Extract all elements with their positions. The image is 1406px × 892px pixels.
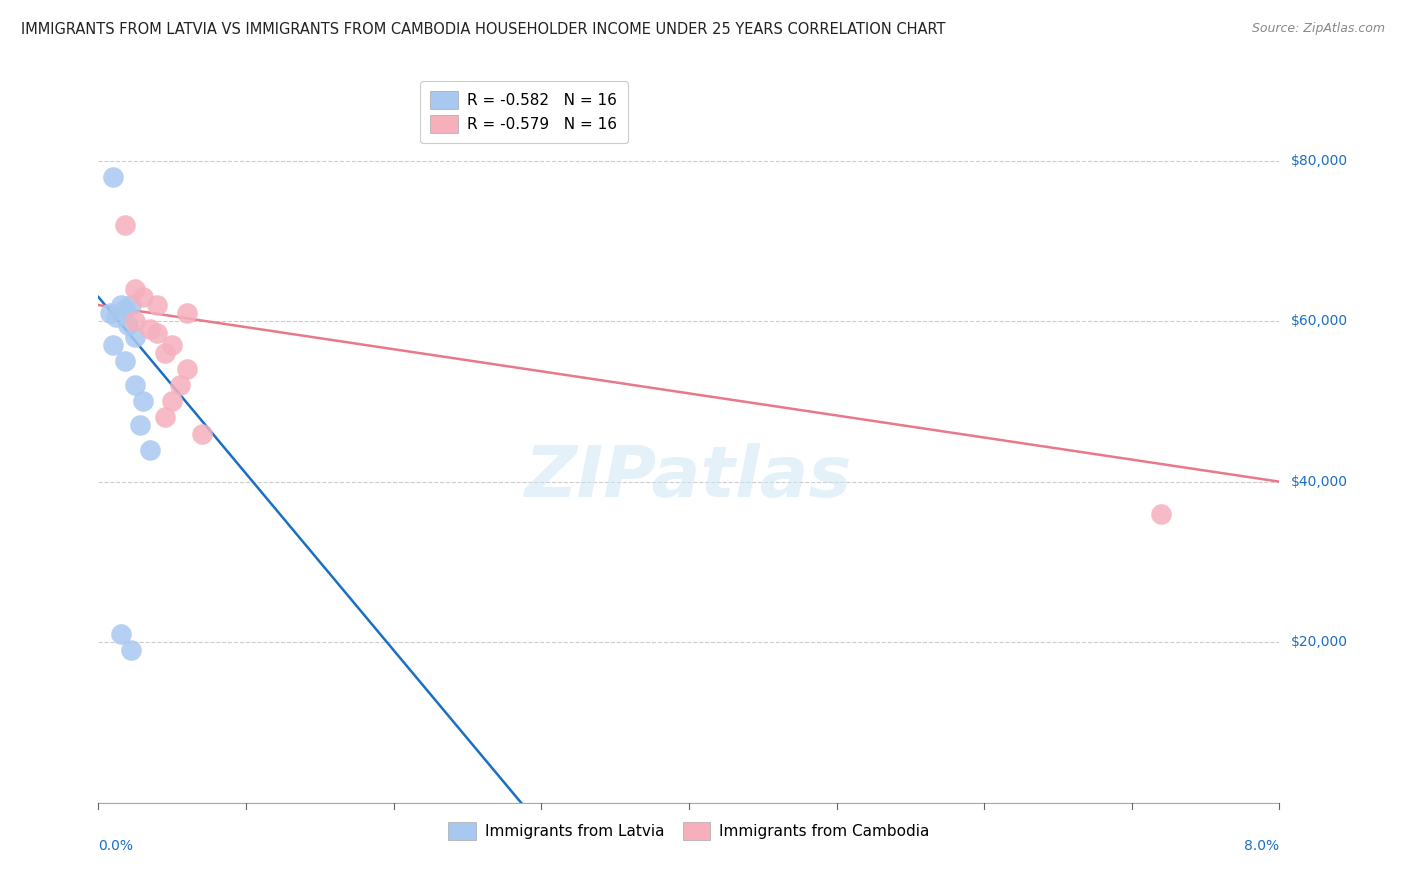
- Point: [114, 301, 136, 316]
- Point: [124, 314, 146, 328]
- Text: 8.0%: 8.0%: [1244, 838, 1279, 853]
- Point: [162, 394, 183, 409]
- Text: $40,000: $40,000: [1291, 475, 1347, 489]
- Point: [103, 169, 125, 184]
- Point: [162, 338, 183, 352]
- Point: [176, 306, 198, 320]
- Point: [139, 442, 162, 457]
- Point: [139, 322, 162, 336]
- Legend: Immigrants from Latvia, Immigrants from Cambodia: Immigrants from Latvia, Immigrants from …: [441, 816, 936, 846]
- Point: [169, 378, 191, 392]
- Point: [191, 426, 214, 441]
- Text: $80,000: $80,000: [1291, 153, 1348, 168]
- Point: [114, 218, 136, 232]
- Text: $60,000: $60,000: [1291, 314, 1348, 328]
- Point: [98, 306, 121, 320]
- Point: [1150, 507, 1173, 521]
- Point: [132, 290, 155, 304]
- Text: ZIPatlas: ZIPatlas: [526, 443, 852, 512]
- Text: IMMIGRANTS FROM LATVIA VS IMMIGRANTS FROM CAMBODIA HOUSEHOLDER INCOME UNDER 25 Y: IMMIGRANTS FROM LATVIA VS IMMIGRANTS FRO…: [21, 22, 946, 37]
- Point: [132, 394, 155, 409]
- Point: [124, 282, 146, 296]
- Point: [105, 310, 128, 324]
- Point: [114, 354, 136, 368]
- Point: [128, 418, 150, 433]
- Point: [176, 362, 198, 376]
- Text: Source: ZipAtlas.com: Source: ZipAtlas.com: [1251, 22, 1385, 36]
- Point: [153, 410, 176, 425]
- Text: 0.0%: 0.0%: [98, 838, 134, 853]
- Point: [120, 298, 142, 312]
- Point: [146, 298, 169, 312]
- Point: [120, 643, 142, 657]
- Point: [110, 627, 132, 641]
- Point: [124, 330, 146, 344]
- Point: [117, 318, 139, 332]
- Point: [110, 298, 132, 312]
- Point: [146, 326, 169, 340]
- Point: [153, 346, 176, 360]
- Text: $20,000: $20,000: [1291, 635, 1347, 649]
- Point: [103, 338, 125, 352]
- Point: [124, 378, 146, 392]
